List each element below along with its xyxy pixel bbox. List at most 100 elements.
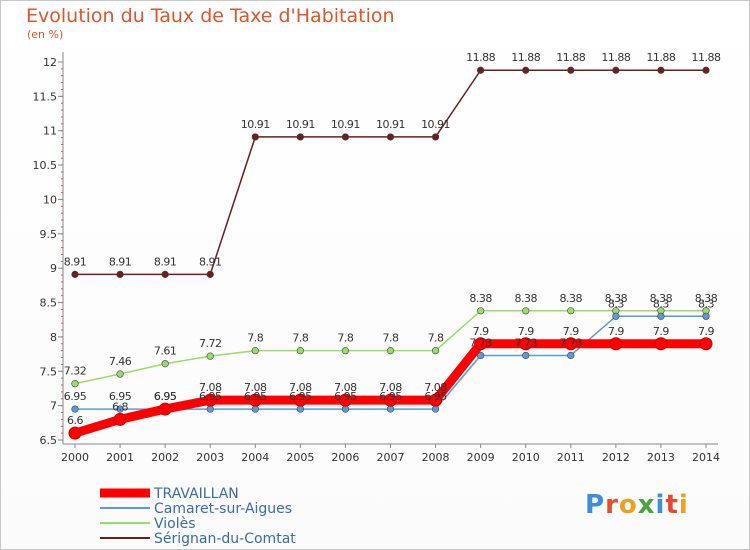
data-label: 8.38 [560, 292, 583, 305]
data-point [429, 393, 443, 407]
legend-label: TRAVAILLAN [153, 486, 239, 502]
x-tick-label: 2002 [151, 451, 179, 464]
data-label: 7.32 [64, 365, 87, 378]
x-tick-label: 2008 [422, 451, 450, 464]
data-point [522, 307, 530, 315]
data-point [519, 337, 533, 351]
data-point [477, 307, 485, 315]
data-point [612, 312, 620, 320]
data-point [71, 270, 79, 278]
data-label: 7.72 [199, 337, 222, 350]
data-point [161, 360, 169, 368]
legend-item: TRAVAILLAN [100, 486, 239, 502]
data-label: 7.73 [560, 336, 583, 349]
data-label: 8.38 [695, 292, 718, 305]
x-tick-label: 2000 [61, 451, 89, 464]
data-point [296, 347, 304, 355]
data-label: 7.08 [334, 381, 357, 394]
data-point [248, 393, 262, 407]
data-label: 6.95 [154, 390, 177, 403]
y-tick-label: 9 [50, 262, 57, 275]
data-point [116, 270, 124, 278]
data-label: 8.38 [650, 292, 673, 305]
data-label: 7.61 [154, 345, 177, 358]
data-label: 6.95 [334, 390, 357, 403]
data-label: 6.95 [424, 390, 447, 403]
data-label: 7.08 [244, 381, 267, 394]
legend-label: Sérignan-du-Comtat [154, 531, 296, 547]
data-label: 7.9 [653, 325, 669, 338]
data-label: 10.91 [241, 118, 270, 131]
data-point [657, 66, 665, 74]
data-point [293, 393, 307, 407]
y-tick-label: 7 [50, 400, 57, 413]
data-label: 8.3 [653, 297, 669, 310]
data-point [564, 337, 578, 351]
axes: 6.5 7 7.5 8 8.5 9 9.5 10 10.5 11 11.5 12 2000 2001 200… [33, 52, 720, 464]
data-label: 10.91 [421, 118, 450, 131]
data-label: 8.91 [64, 255, 87, 268]
legend-label: Camaret-sur-Aigues [154, 501, 292, 517]
x-tick-label: 2011 [557, 451, 585, 464]
data-point [338, 393, 352, 407]
series-layer: 6.66.86.957.08 7.08 7.08 7.08 7.08 7.087.9 7.9… [64, 51, 721, 440]
data-label: 6.95 [109, 390, 132, 403]
x-tick-label: 2014 [692, 451, 720, 464]
data-point [431, 133, 440, 141]
data-point [654, 337, 668, 351]
data-point [161, 270, 169, 278]
data-point [251, 133, 259, 141]
data-point [71, 405, 79, 413]
data-label: 8.91 [199, 255, 222, 268]
data-point [474, 337, 488, 351]
data-label: 7.8 [383, 332, 399, 345]
data-point [567, 66, 575, 74]
series-line [75, 69, 706, 276]
data-label: 11.88 [466, 51, 495, 64]
data-point [386, 405, 395, 413]
y-tick-label: 6.5 [40, 434, 58, 447]
data-point [68, 426, 82, 440]
series-3 [71, 66, 710, 278]
data-label: 11.88 [692, 51, 721, 64]
data-point [567, 307, 575, 315]
data-point [384, 393, 397, 407]
data-label: 8.91 [154, 255, 177, 268]
data-label: 11.88 [646, 51, 675, 64]
y-tick-label: 10.5 [33, 159, 58, 172]
data-point [116, 370, 124, 378]
data-label: 6.95 [64, 390, 87, 403]
data-label: 7.8 [292, 332, 308, 345]
data-label: 7.8 [337, 332, 353, 345]
series-0 [68, 337, 713, 440]
data-point [116, 405, 124, 413]
data-point [702, 312, 710, 320]
x-tick-label: 2010 [512, 451, 540, 464]
series-2 [71, 307, 710, 388]
data-label: 10.91 [376, 118, 405, 131]
data-label: 7.8 [428, 332, 444, 345]
data-label: 8.3 [698, 297, 714, 310]
data-label: 8.3 [608, 297, 624, 310]
data-point [206, 405, 214, 413]
data-point [386, 133, 395, 141]
data-label: 8.38 [605, 292, 628, 305]
data-label: 6.8 [112, 400, 128, 413]
labels-1: 6.95 6.95 6.95 6.95 6.95 6.95 6.95 6.95 6.95 7.73… [64, 297, 715, 403]
data-label: 6.95 [379, 390, 402, 403]
data-label: 7.08 [379, 381, 402, 394]
data-label: 8.38 [469, 292, 492, 305]
data-label: 6.95 [289, 390, 312, 403]
data-label: 7.46 [109, 355, 132, 368]
x-tick-label: 2009 [467, 451, 495, 464]
data-point [477, 66, 485, 74]
data-point [296, 133, 304, 141]
y-tick-label: 7.5 [40, 365, 58, 378]
data-point [477, 351, 485, 360]
data-point [341, 347, 350, 355]
legend: TRAVAILLANCamaret-sur-AiguesViolèsSérign… [100, 486, 296, 547]
data-label: 8.91 [109, 255, 132, 268]
y-tick-label: 10 [43, 193, 57, 206]
data-label: 7.73 [514, 336, 537, 349]
